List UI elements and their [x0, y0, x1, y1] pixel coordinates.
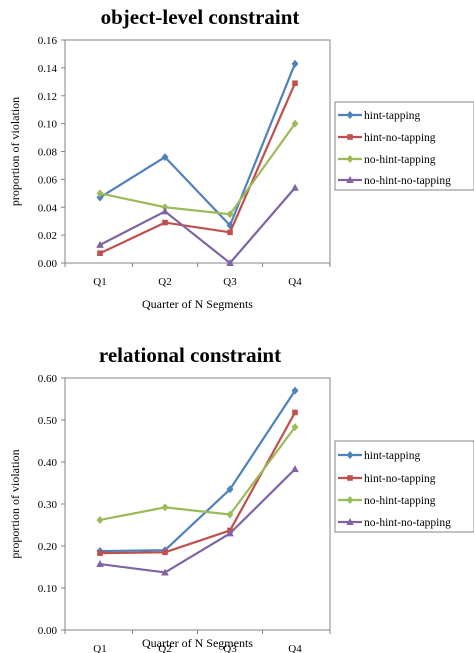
legend: hint-tapping hint-no-tapping no-hint-tappi… [334, 101, 474, 191]
x-axis-label: Quarter of N Segments [142, 636, 253, 650]
legend-entry: hint-no-tapping [364, 132, 436, 144]
y-tick-label: 0.40 [38, 457, 58, 469]
y-tick-label: 0.30 [38, 499, 58, 511]
legend-box [334, 101, 474, 191]
data-point [291, 465, 299, 473]
data-point [96, 193, 104, 202]
legend-swatch-marker [346, 155, 354, 163]
data-point [97, 250, 103, 257]
legend-box [334, 440, 474, 533]
x-tick-label: Q3 [223, 643, 237, 653]
legend-swatch-marker [346, 176, 354, 183]
data-point [161, 153, 169, 162]
y-tick-label: 0.06 [38, 174, 58, 186]
series-line-no-hint-no-tapping [99, 187, 296, 265]
chart-object-level: object-level constraint 0.00 0.02 0.04 0.06 0… [8, 5, 474, 311]
data-point [226, 210, 234, 219]
data-point [161, 203, 169, 212]
data-point [226, 510, 234, 519]
data-point [162, 219, 168, 226]
series-hint-tapping [96, 59, 299, 230]
x-tick-label: Q4 [288, 643, 302, 653]
data-point [291, 119, 299, 128]
y-tick-label: 0.16 [38, 35, 58, 47]
data-point [96, 189, 104, 198]
legend-swatch-marker [346, 518, 354, 525]
series-no-hint-tapping [96, 423, 299, 524]
legend-entry: hint-tapping [364, 450, 420, 462]
data-point [96, 240, 104, 248]
data-point [292, 80, 298, 87]
series-line-no-hint-tapping [99, 122, 296, 216]
x-tick-label: Q1 [93, 276, 106, 288]
legend-swatch-marker [347, 134, 353, 140]
data-point [96, 515, 104, 524]
series-hint-tapping [96, 386, 299, 556]
plot-area [64, 377, 331, 631]
data-point [227, 229, 233, 236]
data-point [291, 386, 299, 395]
legend-swatch-marker [346, 496, 354, 504]
y-tick-label: 0.00 [38, 258, 58, 270]
series-line-hint-tapping [99, 63, 297, 227]
data-point [291, 59, 299, 68]
data-point [161, 568, 169, 576]
legend-swatch-marker [346, 111, 354, 119]
y-tick-label: 0.02 [38, 230, 57, 242]
chart-title: object-level constraint [101, 5, 300, 29]
y-tick-label: 0.10 [38, 119, 58, 131]
chart-title: relational constraint [99, 343, 281, 367]
y-tick-label: 0.14 [38, 63, 58, 75]
series-no-hint-no-tapping [96, 465, 299, 576]
series-no-hint-tapping [96, 119, 299, 219]
legend-entry: hint-no-tapping [364, 473, 436, 485]
data-point [161, 207, 169, 215]
y-tick-label: 0.12 [38, 91, 57, 103]
legend-entry: no-hint-no-tapping [364, 175, 451, 187]
x-tick-label: Q2 [158, 276, 171, 288]
data-point [97, 550, 103, 556]
data-point [226, 529, 234, 537]
x-tick-label: Q3 [223, 276, 237, 288]
series-line-no-hint-no-tapping [99, 468, 296, 574]
series-no-hint-no-tapping [96, 183, 299, 266]
data-point [226, 259, 234, 266]
x-tick-label: Q1 [93, 643, 106, 653]
legend-entry: no-hint-no-tapping [364, 517, 451, 529]
legend-swatch-marker [347, 475, 353, 481]
data-point [226, 485, 234, 494]
y-tick-label: 0.20 [38, 541, 58, 553]
series-line-no-hint-tapping [99, 426, 296, 522]
series-hint-no-tapping [97, 80, 298, 257]
x-tick-label: Q4 [288, 276, 302, 288]
data-point [161, 503, 169, 512]
chart-relational: relational constraint 0.00 0.10 0.20 0.30 0.4… [8, 343, 474, 653]
legend-entry: no-hint-tapping [364, 495, 436, 507]
y-tick-label: 0.04 [38, 202, 58, 214]
legend-entry: no-hint-tapping [364, 154, 436, 166]
y-axis-label: proportion of violation [8, 97, 22, 206]
x-tick-label: Q2 [158, 643, 171, 653]
data-point [96, 560, 104, 568]
y-tick-label: 0.08 [38, 147, 58, 159]
x-axis-label: Quarter of N Segments [142, 297, 253, 311]
data-point [291, 183, 299, 191]
y-tick-label: 0.50 [38, 415, 58, 427]
legend-entry: hint-tapping [364, 110, 420, 122]
y-tick-label: 0.10 [38, 583, 58, 595]
y-axis-label: proportion of violation [8, 449, 22, 558]
legend-swatch-marker [346, 451, 354, 459]
legend: hint-tapping hint-no-tapping no-hint-tappi… [334, 440, 474, 533]
y-tick-label: 0.60 [38, 373, 58, 385]
data-point [162, 549, 168, 556]
data-point [292, 409, 298, 416]
data-point [291, 423, 299, 432]
series-line-hint-no-tapping [99, 82, 297, 255]
y-tick-label: 0.00 [38, 625, 58, 637]
series-line-hint-tapping [99, 389, 296, 553]
